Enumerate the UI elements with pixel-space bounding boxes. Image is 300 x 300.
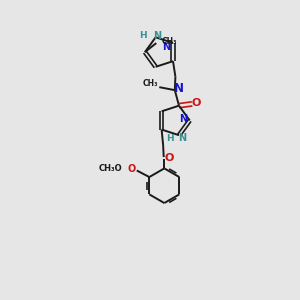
Text: N: N — [162, 41, 170, 52]
Text: N: N — [178, 133, 187, 143]
Text: N: N — [154, 31, 162, 41]
Text: CH₃O: CH₃O — [99, 164, 122, 172]
Text: N: N — [174, 82, 184, 95]
Text: N: N — [179, 114, 187, 124]
Text: O: O — [164, 153, 174, 163]
Text: O: O — [192, 98, 201, 108]
Text: CH₃: CH₃ — [142, 79, 158, 88]
Text: CH₃: CH₃ — [162, 37, 177, 46]
Text: O: O — [128, 164, 136, 174]
Text: H: H — [166, 134, 174, 143]
Text: H: H — [139, 31, 147, 40]
